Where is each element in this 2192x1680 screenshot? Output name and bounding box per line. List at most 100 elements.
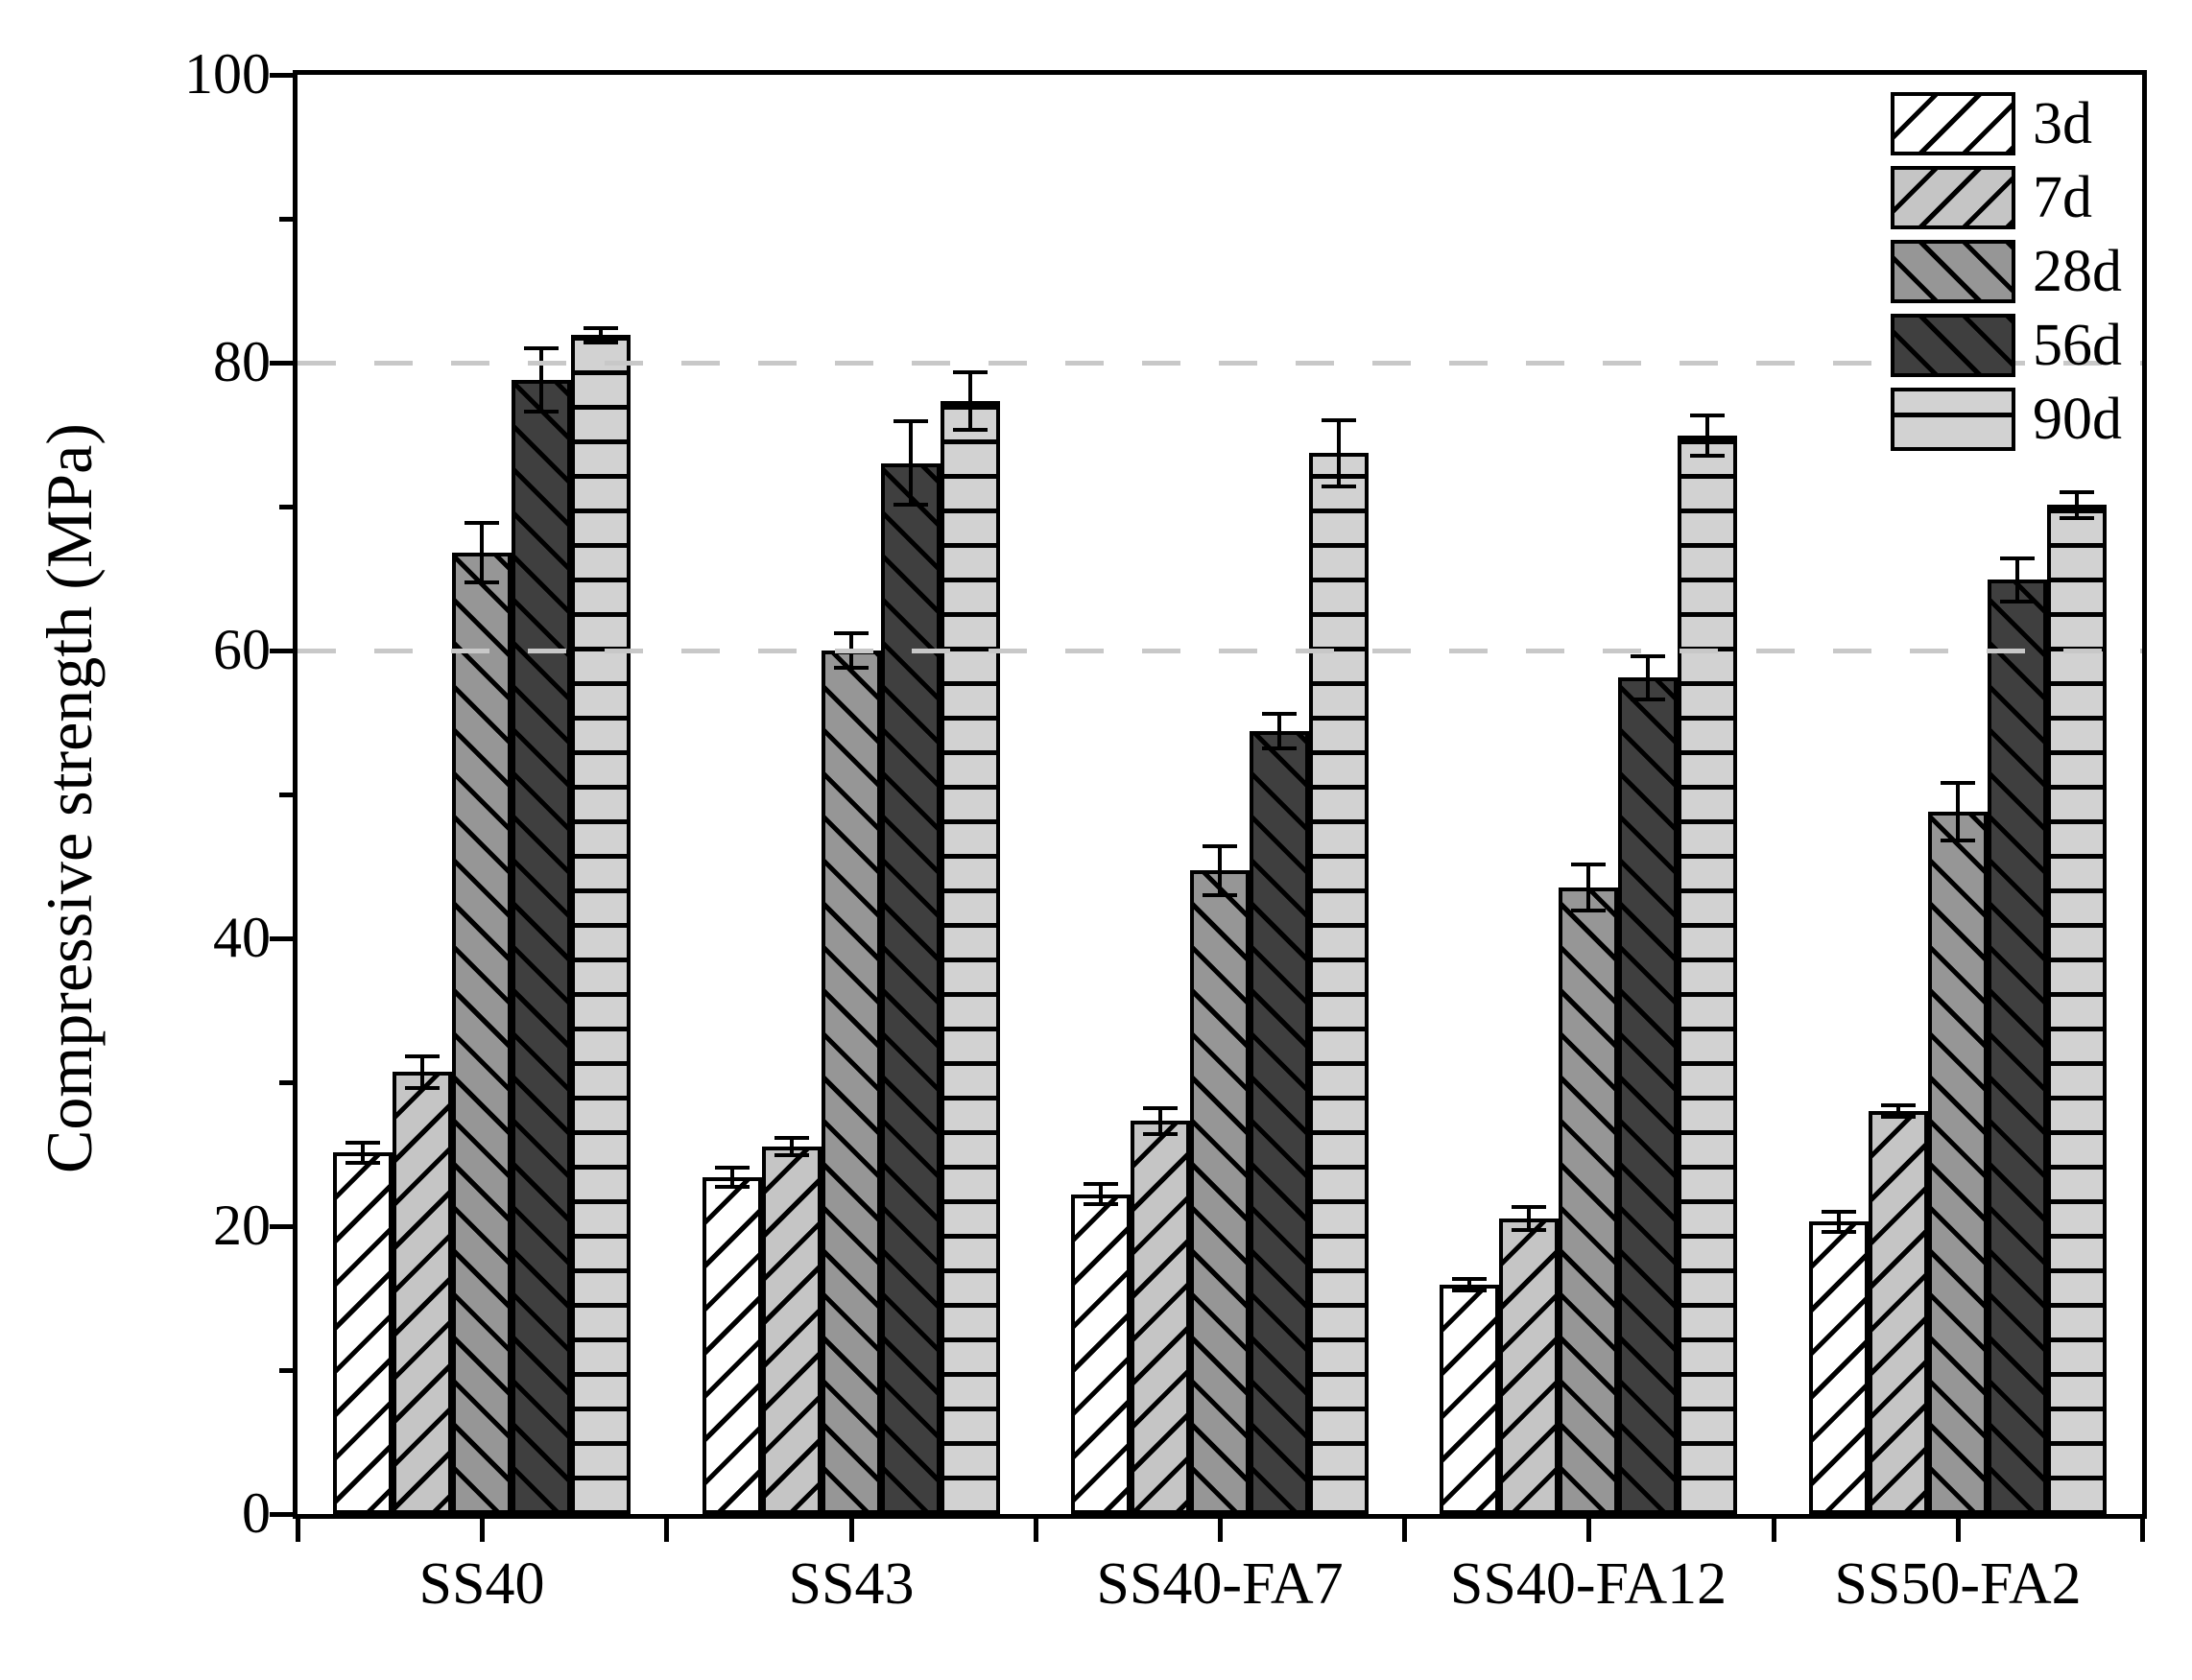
y-tick-label: 20 <box>213 1193 271 1257</box>
error-bar-cap <box>1941 781 1975 785</box>
error-bar-cap <box>1262 746 1297 750</box>
error-bar-line <box>480 523 484 582</box>
y-tick-label: 100 <box>184 41 271 106</box>
y-minor-tick <box>279 505 293 509</box>
error-bar-line <box>539 348 543 412</box>
error-bar-cap <box>2060 516 2094 520</box>
error-bar-cap <box>1322 418 1356 422</box>
error-bar-line <box>1705 415 1709 456</box>
error-bar-line <box>968 372 972 430</box>
error-bar-cap <box>1881 1115 1916 1119</box>
legend-swatch-7d <box>1891 166 2015 229</box>
bar-ss40-7d <box>393 1072 452 1514</box>
error-bar-cap <box>774 1153 809 1157</box>
x-category-label: SS40 <box>418 1551 545 1617</box>
bar-ss40-fa7-56d <box>1250 731 1309 1514</box>
error-bar-cap <box>465 521 499 525</box>
legend-label-28d: 28d <box>2033 239 2122 304</box>
bar-ss40-90d <box>571 335 631 1514</box>
error-bar-cap <box>1631 654 1665 658</box>
bar-ss40-28d <box>452 553 512 1514</box>
error-bar-line <box>1956 783 1960 840</box>
error-bar-line <box>730 1168 734 1187</box>
bar-ss40-fa7-90d <box>1309 453 1369 1514</box>
error-bar-cap <box>2060 490 2094 494</box>
legend-swatch-3d <box>1891 92 2015 155</box>
error-bar-cap <box>774 1136 809 1140</box>
error-bar-cap <box>893 503 928 507</box>
error-bar-line <box>1218 846 1222 895</box>
x-tick <box>1402 1519 1407 1542</box>
y-axis-title: Compressive strength (MPa) <box>33 423 106 1173</box>
error-bar-cap <box>1690 414 1725 417</box>
error-bar-cap <box>1452 1289 1487 1292</box>
error-bar-cap <box>1941 839 1975 842</box>
y-minor-tick <box>279 1080 293 1085</box>
bar-ss43-7d <box>762 1147 822 1514</box>
y-minor-tick <box>279 217 293 222</box>
bar-ss40-fa12-56d <box>1618 677 1678 1514</box>
error-bar-cap <box>834 631 869 635</box>
error-bar-cap <box>1690 454 1725 458</box>
error-bar-line <box>1896 1105 1900 1117</box>
bar-ss43-90d <box>941 401 1000 1514</box>
legend-swatch-56d <box>1891 314 2015 377</box>
legend-label-56d: 56d <box>2033 313 2122 378</box>
error-bar-line <box>599 328 603 343</box>
error-bar-cap <box>1262 712 1297 716</box>
legend-label-90d: 90d <box>2033 387 2122 452</box>
error-bar-cap <box>465 580 499 584</box>
error-bar-cap <box>584 326 618 330</box>
bar-ss40-fa12-28d <box>1559 887 1618 1514</box>
y-major-tick <box>270 1512 293 1517</box>
x-tick <box>1956 1519 1961 1542</box>
error-bar-cap <box>524 346 559 350</box>
gridline-60 <box>298 649 2142 653</box>
error-bar-cap <box>1631 698 1665 701</box>
bar-ss40-fa7-3d <box>1071 1195 1131 1514</box>
error-bar-line <box>1277 714 1281 748</box>
error-bar-line <box>1837 1212 1841 1232</box>
error-bar-cap <box>405 1054 440 1058</box>
x-tick <box>296 1519 300 1542</box>
bar-ss40-3d <box>333 1152 393 1514</box>
bar-ss40-fa12-90d <box>1678 436 1737 1514</box>
error-bar-line <box>1337 420 1341 486</box>
error-bar-line <box>361 1143 365 1163</box>
error-bar-cap <box>1512 1228 1546 1232</box>
error-bar-cap <box>1822 1210 1856 1214</box>
x-tick <box>1586 1519 1591 1542</box>
x-tick <box>664 1519 669 1542</box>
x-category-label: SS43 <box>788 1551 915 1617</box>
bar-ss40-fa7-7d <box>1131 1121 1190 1514</box>
error-bar-cap <box>1143 1132 1178 1136</box>
y-major-tick <box>270 1224 293 1229</box>
bar-ss43-28d <box>822 651 881 1514</box>
error-bar-line <box>1467 1279 1471 1290</box>
error-bar-line <box>909 421 913 505</box>
y-major-tick <box>270 936 293 941</box>
error-bar-cap <box>1084 1202 1118 1206</box>
y-major-tick <box>270 649 293 653</box>
y-tick-label: 60 <box>213 617 271 681</box>
error-bar-cap <box>715 1166 750 1170</box>
error-bar-cap <box>834 666 869 670</box>
error-bar-line <box>1158 1108 1162 1134</box>
error-bar-line <box>1099 1184 1103 1204</box>
bar-ss50-fa2-90d <box>2047 505 2107 1514</box>
error-bar-cap <box>1512 1205 1546 1209</box>
bar-ss43-3d <box>703 1177 762 1514</box>
x-tick <box>1218 1519 1223 1542</box>
y-tick-label: 40 <box>213 905 271 969</box>
x-tick <box>1034 1519 1038 1542</box>
bar-ss40-56d <box>512 380 571 1514</box>
legend-label-7d: 7d <box>2033 165 2092 230</box>
x-category-label: SS40-FA7 <box>1096 1551 1344 1617</box>
error-bar-line <box>1646 656 1650 699</box>
error-bar-cap <box>1881 1103 1916 1107</box>
error-bar-cap <box>715 1185 750 1189</box>
y-tick-label: 80 <box>213 329 271 393</box>
error-bar-cap <box>405 1086 440 1090</box>
y-minor-tick <box>279 1368 293 1373</box>
error-bar-line <box>420 1056 424 1088</box>
